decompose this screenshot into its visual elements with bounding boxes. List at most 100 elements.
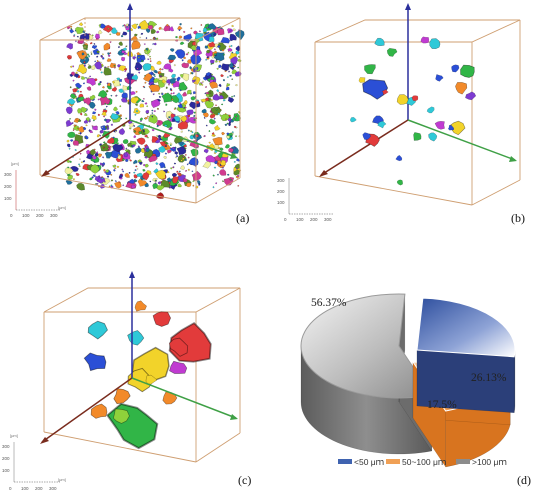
particle [190, 44, 197, 51]
particle [182, 91, 187, 97]
particle [178, 36, 181, 39]
particle [136, 67, 139, 70]
particle [138, 130, 142, 135]
particle [131, 74, 139, 81]
particle [70, 93, 76, 99]
particle [135, 165, 138, 168]
particle [97, 82, 102, 86]
particle [109, 62, 117, 69]
particle [101, 56, 103, 59]
particle [182, 178, 188, 183]
particle [465, 91, 477, 101]
particle [190, 148, 199, 157]
particle [153, 110, 156, 112]
particle [426, 106, 435, 114]
particle [118, 79, 123, 82]
particle [201, 83, 204, 86]
particle [99, 162, 103, 166]
particle [203, 135, 206, 138]
particle [215, 108, 218, 111]
particle [230, 135, 232, 138]
particle [79, 90, 82, 93]
particle [211, 133, 216, 137]
particle [78, 132, 81, 135]
particle [90, 164, 100, 174]
particle [103, 146, 105, 149]
svg-text:100: 100 [4, 196, 12, 201]
particle [220, 160, 226, 166]
particle [150, 28, 156, 35]
particle [90, 403, 108, 419]
particle [122, 184, 125, 187]
particle [169, 61, 171, 64]
particle [429, 38, 441, 49]
particle [145, 51, 148, 54]
particle [167, 116, 171, 119]
particle [122, 139, 129, 144]
particle [169, 77, 177, 84]
particle [96, 60, 99, 62]
particle [122, 170, 124, 173]
particle [87, 65, 92, 69]
particle [65, 106, 73, 115]
particle [134, 113, 137, 116]
particle [148, 82, 150, 85]
particle [149, 55, 152, 58]
particle [210, 98, 213, 101]
data-label-under-50: 26.13% [471, 372, 507, 384]
svg-text:100: 100 [22, 213, 30, 218]
particle [101, 176, 104, 179]
particle [215, 182, 218, 185]
particle [110, 113, 120, 120]
particle [214, 60, 218, 63]
particle [428, 132, 438, 142]
particle [177, 25, 183, 31]
svg-text:300: 300 [50, 213, 58, 218]
particle [143, 43, 146, 45]
particle [140, 32, 144, 36]
particle [100, 71, 103, 74]
particle [142, 172, 150, 181]
particle [192, 184, 195, 187]
particle [204, 100, 214, 109]
particle [212, 136, 223, 146]
particle-cloud-b [350, 36, 477, 186]
particle [94, 108, 97, 111]
particle [92, 125, 98, 131]
particle [187, 168, 190, 171]
particle [96, 55, 99, 58]
particle [118, 173, 123, 179]
particle [213, 48, 216, 51]
pie-slice-under-50 [416, 297, 516, 414]
particle [193, 118, 196, 121]
svg-text:300: 300 [277, 178, 285, 183]
particle [91, 34, 94, 37]
particle [104, 102, 107, 105]
particle [142, 169, 146, 172]
particle [153, 73, 156, 76]
panel-label-b: (b) [511, 211, 525, 225]
particle [142, 63, 152, 71]
particle [221, 166, 224, 169]
particle [156, 107, 159, 110]
particle [111, 27, 118, 34]
particle [147, 25, 153, 30]
particle [76, 127, 79, 130]
particle [184, 153, 187, 156]
particle [204, 45, 209, 49]
particle [209, 81, 218, 89]
svg-text:100: 100 [296, 217, 304, 222]
particle [209, 91, 212, 94]
particle [163, 63, 172, 70]
particle [93, 161, 96, 163]
particle [124, 70, 127, 73]
particle [180, 115, 188, 123]
particle [102, 57, 105, 60]
particle [164, 152, 168, 155]
particle [108, 185, 111, 188]
particle [135, 90, 138, 93]
particle [157, 134, 162, 139]
particle [169, 126, 173, 130]
particle [114, 181, 122, 189]
particle [227, 123, 232, 127]
